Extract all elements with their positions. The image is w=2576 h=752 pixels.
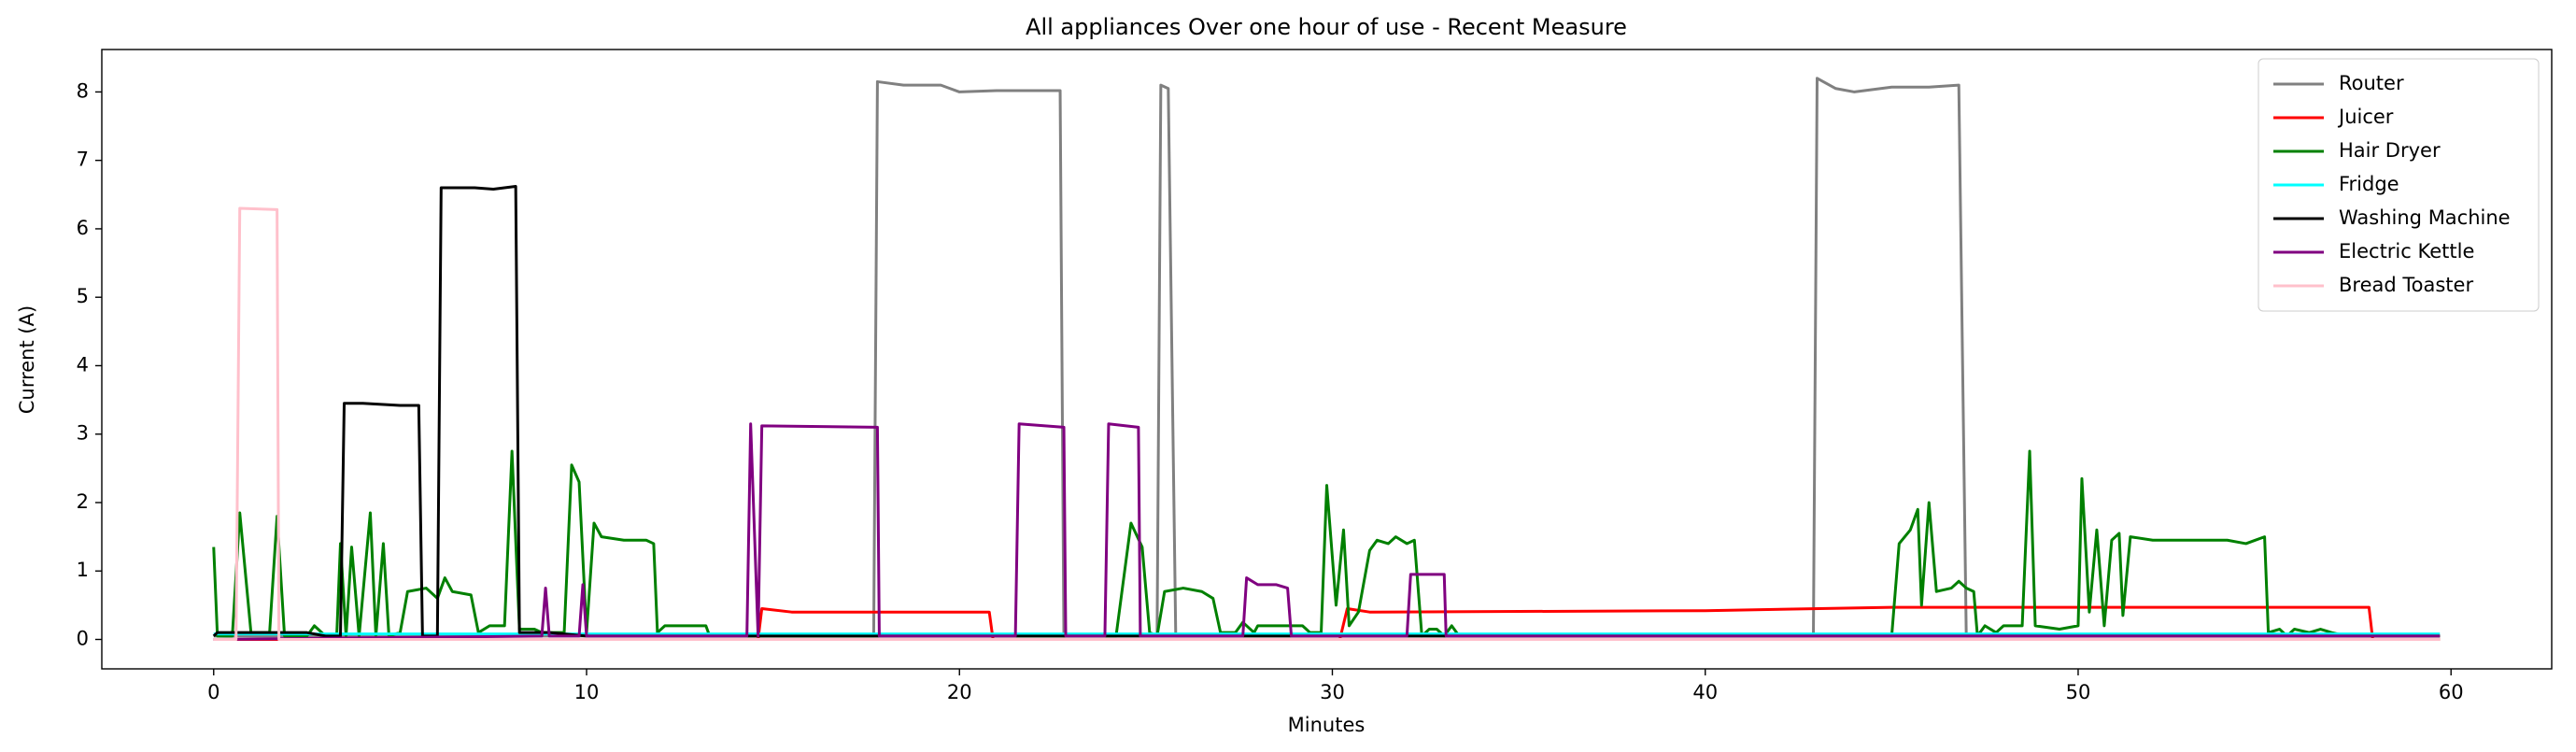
y-tick-label: 6 — [77, 217, 89, 239]
data-line — [212, 185, 2441, 638]
y-axis-label: Current (A) — [16, 305, 38, 414]
x-tick-label: 30 — [1320, 681, 1345, 703]
chart-title: All appliances Over one hour of use - Re… — [1026, 14, 1627, 40]
data-line — [213, 77, 2441, 638]
data-line — [213, 605, 2441, 641]
x-tick-label: 0 — [207, 681, 219, 703]
legend-label: Juicer — [2337, 106, 2394, 128]
legend-label: Router — [2339, 72, 2404, 94]
legend-label: Bread Toaster — [2339, 274, 2473, 296]
y-tick-label: 2 — [77, 490, 89, 513]
legend-label: Fridge — [2339, 173, 2399, 195]
y-tick-label: 8 — [77, 79, 89, 102]
data-line — [213, 206, 2441, 641]
y-tick-label: 1 — [77, 559, 89, 581]
y-tick-label: 7 — [77, 149, 89, 171]
legend-label: Electric Kettle — [2339, 240, 2474, 262]
x-axis-label: Minutes — [1288, 714, 1366, 736]
x-tick-label: 10 — [574, 681, 600, 703]
y-tick-label: 3 — [77, 422, 89, 445]
legend-label: Washing Machine — [2339, 206, 2511, 229]
legend-box — [2258, 58, 2540, 312]
y-tick-label: 5 — [77, 285, 89, 307]
y-tick-label: 0 — [77, 627, 89, 649]
x-tick-label: 20 — [947, 681, 972, 703]
legend-label: Hair Dryer — [2339, 139, 2441, 162]
x-tick-label: 50 — [2066, 681, 2091, 703]
data-line — [213, 422, 2441, 641]
data-line — [212, 449, 2441, 638]
x-tick-label: 60 — [2439, 681, 2464, 703]
y-tick-label: 4 — [77, 353, 89, 376]
x-tick-label: 40 — [1692, 681, 1718, 703]
plot-frame — [101, 49, 2553, 670]
